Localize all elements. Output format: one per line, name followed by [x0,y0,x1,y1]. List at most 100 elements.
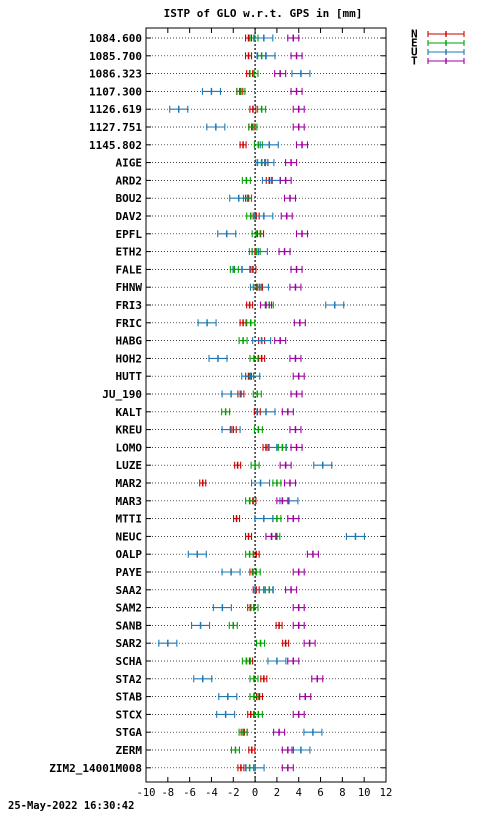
data-point-U [241,372,261,380]
data-point-N [258,354,266,362]
data-point-T [278,248,291,256]
data-point-E [250,461,260,469]
data-point-E [249,675,259,683]
data-point-E [249,70,259,78]
data-point-U [229,194,249,202]
station-label: PAYE [116,566,143,579]
station-label: SANB [116,619,143,632]
station-label: 1107.300 [89,85,142,98]
data-point-N [247,710,255,718]
x-axis-ticks: -10 -8 -6 -4 -2 0 2 4 6 8 10 12 [137,28,393,799]
data-point-T [290,390,303,398]
data-point-U [201,87,222,95]
data-point-U [254,212,274,220]
data-point-E [255,639,266,647]
data-point-N [199,479,207,487]
station-label: ETH2 [116,246,143,259]
data-point-T [287,515,300,523]
data-point-E [245,497,255,505]
data-point-E [253,710,263,718]
data-point-T [292,710,305,718]
legend-label: T [411,55,418,68]
x-tick-label: -8 [161,787,174,799]
station-label: MTTI [116,513,143,526]
station-label: HOH2 [116,352,143,365]
station-label: ZIM2_14001M008 [49,762,142,775]
x-tick-label: -2 [227,787,240,799]
station-label: SAR2 [116,637,143,650]
data-point-U [245,764,265,772]
data-point-T [265,532,278,540]
data-point-T [274,337,287,345]
station-label: 1086.323 [89,68,142,81]
station-label: ZERM [116,744,143,757]
x-tick-label: -10 [137,787,156,799]
data-point-T [287,34,300,42]
station-label: BOU2 [116,192,143,205]
data-point-T [289,283,302,291]
station-label: 1145.802 [89,139,142,152]
station-labels: 1084.600 1085.700 1086.323 1107.300 1126.619… [49,32,142,775]
station-label: 1084.600 [89,32,142,45]
data-point-T [311,675,324,683]
data-point-T [279,461,292,469]
data-point-N [275,621,283,629]
data-point-E [228,621,238,629]
data-point-E [253,426,263,434]
station-label: MAR2 [116,477,143,490]
x-tick-label: 12 [380,787,393,799]
station-label: DAV2 [116,210,143,223]
data-point-U [249,283,270,291]
data-point-T [290,265,303,273]
data-point-U [187,550,207,558]
data-point-U [208,354,228,362]
station-label: STAB [116,691,143,704]
data-point-U [212,604,232,612]
data-point-T [295,141,309,149]
data-point-U [158,639,178,647]
data-point-T [306,550,319,558]
timestamp: 25-May-2022 16:30:42 [8,800,134,812]
station-label: MAR3 [116,495,143,508]
data-point-T [292,604,305,612]
station-label: HABG [116,335,143,348]
data-point-U [256,52,276,60]
data-point-T [292,123,305,131]
data-point-T [281,764,294,772]
station-label: FRIC [116,317,143,330]
data-point-T [276,497,289,505]
data-point-U [218,693,238,701]
station-label: KREU [116,424,143,437]
station-label: FALE [116,263,143,276]
data-point-T [290,52,303,60]
data-point-U [197,319,217,327]
data-point-N [244,52,253,60]
data-point-T [287,657,300,665]
data-point-E [252,390,262,398]
data-point-T [285,586,298,594]
data-point-T [292,372,305,380]
data-point-E [241,657,251,665]
data-point-T [292,621,305,629]
data-point-E [245,550,255,558]
data-point-U [221,568,241,576]
x-tick-label: 0 [252,787,258,799]
data-point-N [237,764,245,772]
data-point-N [244,532,253,540]
data-point-T [273,728,286,736]
data-point-E [249,354,259,362]
data-point-U [193,675,213,683]
data-point-T [289,426,302,434]
station-label: AIGE [116,157,143,170]
station-label: SAA2 [116,584,143,597]
data-point-N [249,105,257,113]
data-point-E [241,176,251,184]
data-point-E [221,408,231,416]
station-label: FRI3 [116,299,143,312]
station-label: STA2 [116,673,143,686]
data-point-U [267,443,287,451]
data-point-T [281,408,294,416]
x-tick-label: -6 [183,787,196,799]
